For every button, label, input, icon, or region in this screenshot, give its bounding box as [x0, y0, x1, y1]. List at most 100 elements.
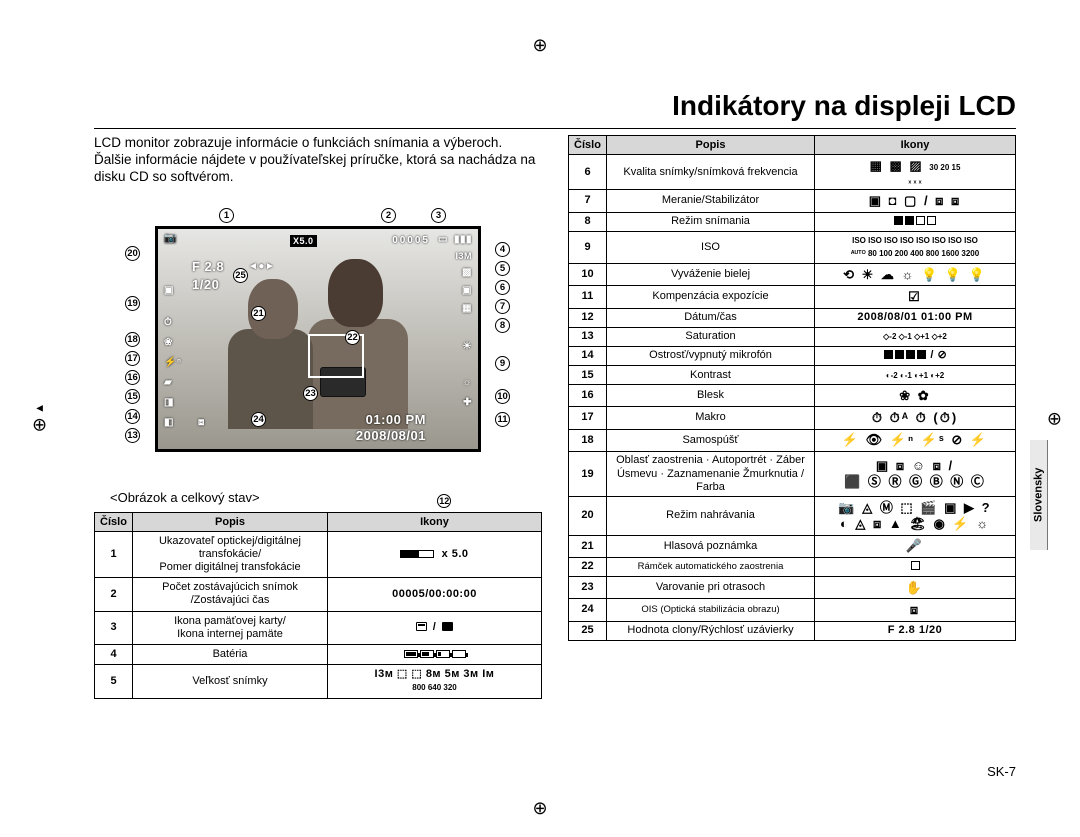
cell-desc: Samospúšť — [607, 429, 815, 451]
cell-desc: Dátum/čas — [607, 308, 815, 327]
table-row: 8Režim snímania — [569, 212, 1016, 231]
cell-desc: ISO — [607, 231, 815, 263]
cell-desc: Blesk — [607, 385, 815, 407]
plus-overlay: ✚ — [463, 397, 472, 408]
cell-num: 24 — [569, 599, 607, 621]
cell-num: 21 — [569, 535, 607, 557]
callout-22: 22 — [345, 330, 360, 345]
cell-icons: ⟲ ☀ ☁ ☼ 💡 💡 💡 — [815, 264, 1016, 286]
card-icon-overlay: ▭ — [438, 234, 448, 245]
cell-icons — [815, 557, 1016, 576]
counter-overlay: 00005 — [392, 235, 430, 246]
battery-icon-overlay: ▮▮▮ — [454, 234, 472, 245]
callout-6: 6 — [495, 280, 510, 295]
cell-desc: Hodnota clony/Rýchlosť uzávierky — [607, 621, 815, 640]
table-row: 20Režim nahrávania📷 ◬ Ⓜ ⬚ 🎬 ▣ ▶ ?◐ ◬ ⧈ ▲… — [569, 497, 1016, 535]
page-content: Indikátory na displeji LCD LCD monitor z… — [94, 90, 1016, 777]
callout-24: 24 — [251, 412, 266, 427]
metering-overlay: ▣ — [462, 285, 472, 296]
callout-18: 18 — [125, 332, 140, 347]
cell-num: 3 — [95, 611, 133, 644]
callout-9: 9 — [495, 356, 510, 371]
cell-icons: 🎤 — [815, 535, 1016, 557]
cell-num: 12 — [569, 308, 607, 327]
lcd-diagram: 📷 X5.0 00005 ▭ ▮▮▮ I3M ▩ ▣ ▦ ☀ ☼ ✚ F 2.8… — [103, 194, 533, 484]
language-tab: Slovensky — [1030, 440, 1048, 550]
cell-desc: Počet zostávajúcich snímok /Zostávajúci … — [133, 578, 328, 611]
shutter-overlay: 1/20 — [192, 277, 219, 292]
cell-icons: ⧈ — [815, 599, 1016, 621]
callout-21: 21 — [251, 306, 266, 321]
cell-num: 25 — [569, 621, 607, 640]
cell-num: 5 — [95, 665, 133, 698]
cell-icons: / ⊘ — [815, 346, 1016, 365]
ev-overlay: ☀ — [463, 341, 472, 352]
table-row: 19Oblasť zaostrenia · Autoportrét · Zábe… — [569, 451, 1016, 497]
table-row: 12Dátum/čas2008/08/01 01:00 PM — [569, 308, 1016, 327]
timer-overlay: ⏱ — [164, 317, 172, 328]
cell-num: 6 — [569, 155, 607, 190]
cell-desc: Hlasová poznámka — [607, 535, 815, 557]
cell-num: 14 — [569, 346, 607, 365]
th-icons-r: Ikony — [815, 136, 1016, 155]
cell-icons — [328, 644, 542, 664]
cell-num: 13 — [569, 327, 607, 346]
table-row: 17Makro⏱ ⏱ᴬ ⏱ (⏱) — [569, 407, 1016, 429]
zoom-overlay: X5.0 — [290, 235, 317, 247]
cell-icons: ◐-2 ◐-1 ◐+1 ◐+2 — [815, 366, 1016, 385]
cell-num: 15 — [569, 366, 607, 385]
cell-desc: Ostrosť/vypnutý mikrofón — [607, 346, 815, 365]
cell-desc: Režim nahrávania — [607, 497, 815, 535]
table-row: 16Blesk❀ ✿ — [569, 385, 1016, 407]
registration-mark-bottom: ⊕ — [532, 798, 547, 819]
callout-8: 8 — [495, 318, 510, 333]
cell-icons: ◇-2 ◇-1 ◇+1 ◇+2 — [815, 327, 1016, 346]
diagram-caption: <Obrázok a celkový stav> 12 — [110, 490, 542, 508]
cell-icons: F 2.8 1/20 — [815, 621, 1016, 640]
cell-desc: Kvalita snímky/snímková frekvencia — [607, 155, 815, 190]
cell-num: 8 — [569, 212, 607, 231]
th-icons: Ikony — [328, 512, 542, 531]
lcd-screen: 📷 X5.0 00005 ▭ ▮▮▮ I3M ▩ ▣ ▦ ☀ ☼ ✚ F 2.8… — [155, 226, 481, 452]
page-title: Indikátory na displeji LCD — [94, 90, 1016, 122]
callout-7: 7 — [495, 299, 510, 314]
cell-num: 11 — [569, 286, 607, 308]
th-desc: Popis — [133, 512, 328, 531]
registration-mark-top: ⊕ — [532, 35, 547, 56]
cell-icons — [815, 212, 1016, 231]
table-row: 7Meranie/Stabilizátor▣ ◘ ▢ / ⧈ ⧈ — [569, 190, 1016, 212]
cell-num: 4 — [95, 644, 133, 664]
cell-num: 2 — [95, 578, 133, 611]
cell-desc: Režim snímania — [607, 212, 815, 231]
callout-5: 5 — [495, 261, 510, 276]
cell-icons: 2008/08/01 01:00 PM — [815, 308, 1016, 327]
th-desc-r: Popis — [607, 136, 815, 155]
callout-10: 10 — [495, 389, 510, 404]
cell-num: 18 — [569, 429, 607, 451]
cell-icons: ☑ — [815, 286, 1016, 308]
callout-25: 25 — [233, 268, 248, 283]
table-row: 4Batéria — [95, 644, 542, 664]
callout-1: 1 — [219, 208, 234, 223]
date-overlay: 2008/08/01 — [356, 428, 426, 443]
cell-num: 7 — [569, 190, 607, 212]
cell-desc: OIS (Optická stabilizácia obrazu) — [607, 599, 815, 621]
table-row: 11Kompenzácia expozície☑ — [569, 286, 1016, 308]
cell-desc: Oblasť zaostrenia · Autoportrét · Záber … — [607, 451, 815, 497]
cell-desc: Varovanie pri otrasoch — [607, 577, 815, 599]
table-row: 14Ostrosť/vypnutý mikrofón / ⊘ — [569, 346, 1016, 365]
cell-desc: Ikona pamäťovej karty/Ikona internej pam… — [133, 611, 328, 644]
table-row: 5Veľkosť snímkyI3ᴍ ⬚ ⬚ 8ᴍ 5ᴍ 3ᴍ Iᴍ800 64… — [95, 665, 542, 698]
cell-desc: Kontrast — [607, 366, 815, 385]
flash-overlay: ⚡ⁿ — [164, 357, 181, 368]
cell-icons: I3ᴍ ⬚ ⬚ 8ᴍ 5ᴍ 3ᴍ Iᴍ800 640 320 — [328, 665, 542, 698]
callout-14: 14 — [125, 409, 140, 424]
cell-desc: Veľkosť snímky — [133, 665, 328, 698]
cell-icons: ▦ ▩ ▨ 30 20 15ₓ ₓ ₓ — [815, 155, 1016, 190]
table-row: 3Ikona pamäťovej karty/Ikona internej pa… — [95, 611, 542, 644]
cell-desc: Saturation — [607, 327, 815, 346]
cell-num: 16 — [569, 385, 607, 407]
cell-desc: Meranie/Stabilizátor — [607, 190, 815, 212]
callout-23: 23 — [303, 386, 318, 401]
size-overlay: I3M — [455, 251, 472, 261]
